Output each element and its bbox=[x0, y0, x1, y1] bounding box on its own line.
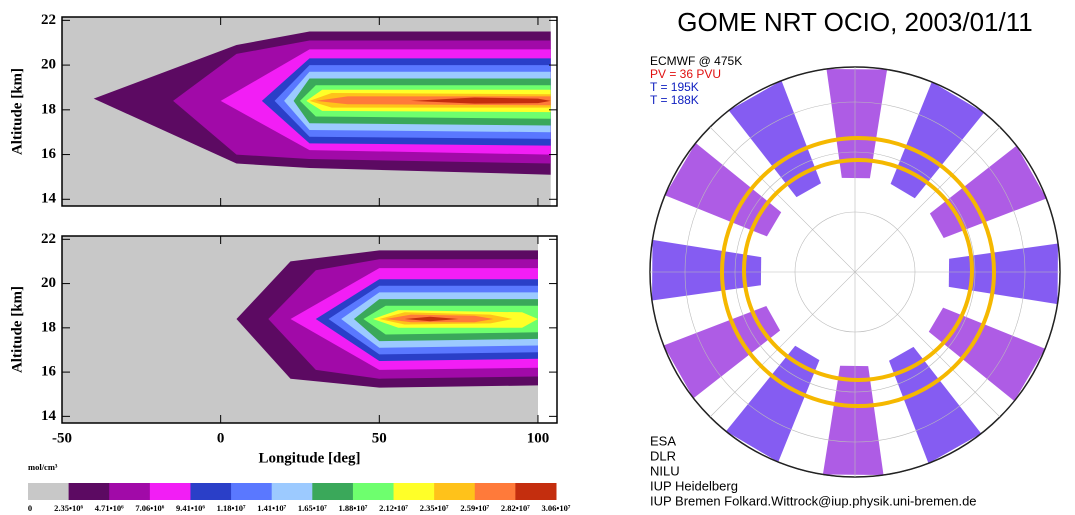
colorbar-label: 2.59•10⁷ bbox=[460, 503, 489, 513]
colorbar-block bbox=[69, 483, 110, 500]
colorbar-block bbox=[231, 483, 272, 500]
colorbar-block bbox=[353, 483, 394, 500]
colorbar-block bbox=[28, 483, 69, 500]
map-credit: IUP Heidelberg bbox=[650, 478, 738, 493]
colorbar-label: 1.65•10⁷ bbox=[298, 503, 327, 513]
colorbar-block bbox=[109, 483, 150, 500]
colorbar-label: 2.12•10⁷ bbox=[379, 503, 408, 513]
y-tick-label: 14 bbox=[41, 191, 57, 207]
y-axis-label: Altitude [km] bbox=[9, 286, 25, 373]
colorbar-label: 3.06•10⁷ bbox=[542, 503, 571, 513]
colorbar-block bbox=[394, 483, 435, 500]
x-tick-label: -50 bbox=[52, 430, 72, 446]
y-tick-label: 14 bbox=[41, 408, 57, 424]
colorbar-block bbox=[272, 483, 313, 500]
map-legend-entry: T = 188K bbox=[650, 93, 699, 107]
map-credit: ESA bbox=[650, 433, 676, 448]
y-tick-label: 22 bbox=[41, 231, 56, 247]
map-credit: DLR bbox=[650, 448, 676, 463]
y-tick-label: 22 bbox=[41, 12, 56, 28]
x-tick-label: 50 bbox=[372, 430, 387, 446]
colorbar-block bbox=[475, 483, 516, 500]
colorbar-unit: mol/cm³ bbox=[28, 462, 58, 472]
y-tick-label: 16 bbox=[41, 364, 57, 380]
y-tick-label: 20 bbox=[41, 57, 56, 73]
x-tick-label: 0 bbox=[217, 430, 225, 446]
y-axis-label: Altitude [km] bbox=[9, 68, 25, 155]
colorbar-label: 7.06•10⁶ bbox=[135, 503, 164, 513]
colorbar-label: 2.35•10⁶ bbox=[54, 503, 83, 513]
map-title: GOME NRT OCIO, 2003/01/11 bbox=[677, 7, 1032, 37]
x-axis-label: Longitude [deg] bbox=[258, 450, 360, 466]
colorbar-block bbox=[190, 483, 231, 500]
colorbar-block bbox=[312, 483, 353, 500]
colorbar-label: 2.35•10⁷ bbox=[420, 503, 449, 513]
colorbar-label: 0 bbox=[28, 503, 32, 513]
colorbar-block bbox=[150, 483, 191, 500]
colorbar-block bbox=[434, 483, 475, 500]
map-credit: NILU bbox=[650, 463, 680, 478]
y-tick-label: 18 bbox=[41, 319, 56, 335]
map-legend-entry: T = 195K bbox=[650, 80, 699, 94]
figure: GOME NRT OCIO, 2003/01/11 ECMWF @ 475KPV… bbox=[0, 0, 1075, 515]
colorbar-label: 9.41•10⁶ bbox=[176, 503, 205, 513]
y-tick-label: 18 bbox=[41, 101, 56, 117]
map-legend-entry: PV = 36 PVU bbox=[650, 67, 721, 81]
colorbar-block bbox=[515, 483, 556, 500]
map-credit: IUP Bremen Folkard.Wittrock@iup.physik.u… bbox=[650, 493, 977, 508]
colorbar-label: 2.82•10⁷ bbox=[501, 503, 530, 513]
x-tick-label: 100 bbox=[527, 430, 550, 446]
colorbar-label: 4.71•10⁶ bbox=[95, 503, 124, 513]
colorbar-label: 1.88•10⁷ bbox=[338, 503, 367, 513]
y-tick-label: 20 bbox=[41, 275, 56, 291]
colorbar-label: 1.18•10⁷ bbox=[217, 503, 246, 513]
graticule bbox=[650, 67, 1060, 477]
map-legend-entry: ECMWF @ 475K bbox=[650, 54, 742, 68]
colorbar-label: 1.41•10⁷ bbox=[257, 503, 286, 513]
y-tick-label: 16 bbox=[41, 146, 57, 162]
